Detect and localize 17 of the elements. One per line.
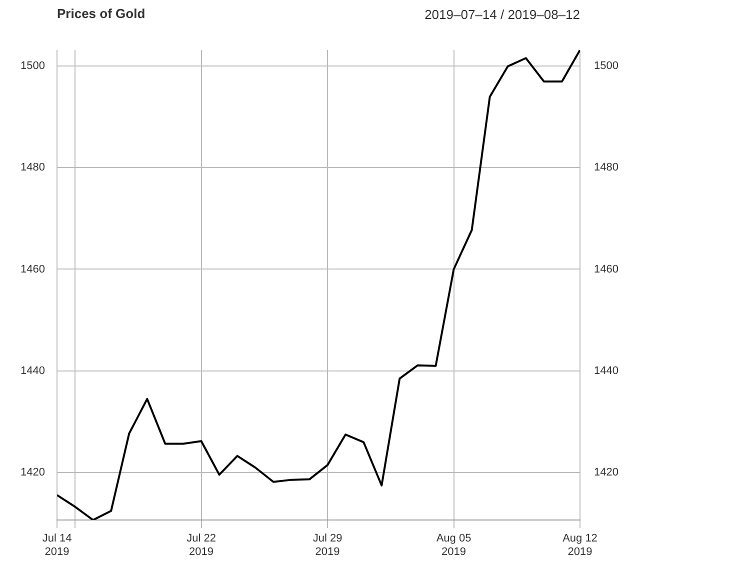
y-tick-label: 1480 xyxy=(20,162,45,174)
y-tick-label: 1420 xyxy=(20,466,45,479)
x-tick-label: Jul 22 2019 xyxy=(186,532,216,558)
y2-tick-label: 1440 xyxy=(594,364,618,377)
x-tick-label: Jul 14 2019 xyxy=(42,532,72,558)
chart-title: Prices of Gold xyxy=(57,6,146,21)
x-tick-label: Aug 12 2019 xyxy=(562,532,598,558)
y-tick-label: 1440 xyxy=(20,364,45,377)
y2-tick-label: 1460 xyxy=(594,263,618,276)
y-tick-label: 1460 xyxy=(20,263,45,276)
chart-subtitle: 2019–07–14 / 2019–08–12 xyxy=(424,7,580,22)
x-tick-label: Aug 05 2019 xyxy=(436,532,472,558)
y2-tick-label: 1420 xyxy=(594,466,618,479)
y2-tick-label: 1480 xyxy=(594,162,618,174)
x-tick-label: Jul 29 2019 xyxy=(312,532,342,558)
y2-tick-label: 1500 xyxy=(594,60,618,72)
y-tick-label: 1500 xyxy=(20,60,45,72)
